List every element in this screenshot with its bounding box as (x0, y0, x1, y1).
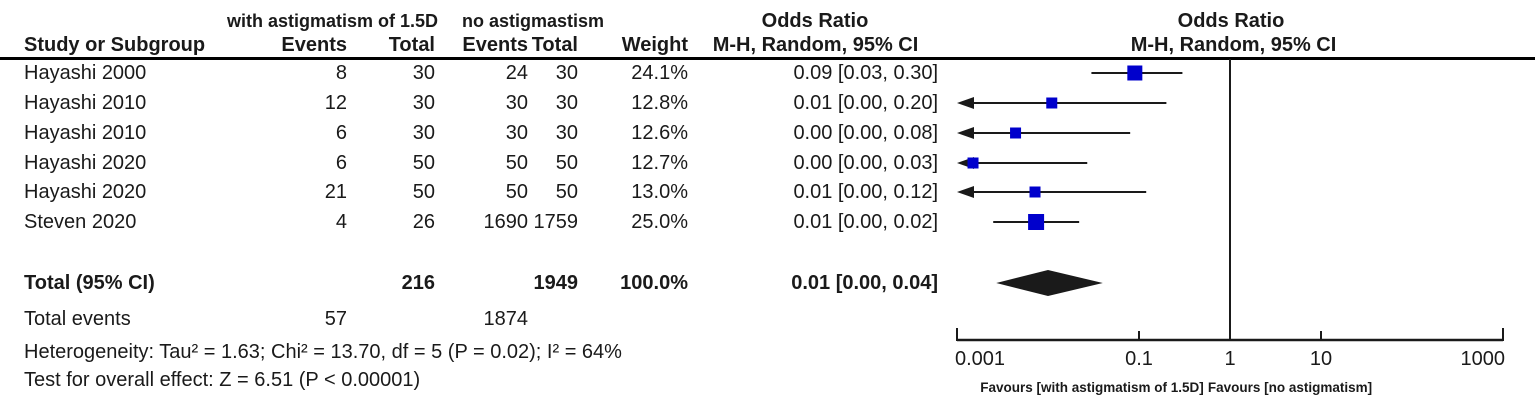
left-arrow-icon (957, 127, 974, 139)
ci-cell: 0.00 [0.00, 0.08] (793, 122, 938, 144)
favours-right-label: Favours [no astigmatism] (1207, 380, 1373, 395)
events1-cell: 6 (335, 122, 347, 144)
total-diamond (996, 270, 1103, 296)
total1-cell: 26 (412, 211, 435, 233)
col-header-ci-text: M-H, Random, 95% CI (712, 34, 919, 56)
left-arrow-icon (957, 97, 974, 109)
col-header-total1: Total (388, 34, 435, 56)
events2-cell: 24 (505, 62, 528, 84)
study-marker (967, 157, 979, 169)
col-header-total2: Total (531, 34, 578, 56)
study-name: Hayashi 2010 (24, 92, 147, 114)
events1-cell: 21 (324, 181, 347, 203)
x-axis-tick-label: 1 (1224, 348, 1236, 370)
left-arrow-icon (957, 186, 974, 198)
total-events1: 57 (324, 308, 347, 330)
total2-cell: 50 (555, 152, 578, 174)
total2-cell: 50 (555, 181, 578, 203)
study-name: Hayashi 2010 (24, 122, 147, 144)
events1-cell: 8 (335, 62, 347, 84)
heterogeneity-stat: Heterogeneity: Tau² = 1.63; Chi² = 13.70… (24, 341, 622, 363)
ci-cell: 0.09 [0.03, 0.30] (793, 62, 938, 84)
col-header-events1: Events (281, 34, 347, 56)
study-marker (1046, 97, 1058, 109)
total2-cell: 30 (555, 122, 578, 144)
study-marker (1010, 127, 1022, 139)
events2-cell: 1690 (483, 211, 529, 233)
total-events2: 1874 (483, 308, 529, 330)
total2-cell: 30 (555, 62, 578, 84)
events1-cell: 6 (335, 152, 347, 174)
events2-cell: 30 (505, 92, 528, 114)
total1-cell: 30 (412, 122, 435, 144)
study-marker (1029, 186, 1041, 198)
overall-effect-stat: Test for overall effect: Z = 6.51 (P < 0… (24, 369, 421, 391)
group-header-control: no astigmastism (462, 11, 605, 31)
x-axis-tick-label: 0.001 (955, 348, 1006, 370)
weight-cell: 24.1% (631, 62, 688, 84)
study-marker (1028, 214, 1045, 230)
weight-cell: 12.8% (631, 92, 688, 114)
ci-cell: 0.00 [0.00, 0.03] (793, 152, 938, 174)
study-name: Steven 2020 (24, 211, 137, 233)
total1-cell: 30 (412, 62, 435, 84)
total-events-label: Total events (24, 308, 131, 330)
total2-cell: 30 (555, 92, 578, 114)
total1-cell: 30 (412, 92, 435, 114)
events2-cell: 50 (505, 181, 528, 203)
study-name: Hayashi 2020 (24, 152, 147, 174)
total1-cell: 50 (412, 152, 435, 174)
events2-cell: 50 (505, 152, 528, 174)
weight-cell: 25.0% (631, 211, 688, 233)
total1-cell: 50 (412, 181, 435, 203)
x-axis-tick-label: 1000 (1460, 348, 1506, 370)
total1-sum: 216 (401, 272, 435, 294)
col-header-study: Study or Subgroup (24, 34, 206, 56)
weight-sum: 100.0% (620, 272, 688, 294)
odds-ratio-title-right: Odds Ratio (1177, 10, 1285, 32)
header-divider-line (0, 57, 1535, 60)
events1-cell: 12 (324, 92, 347, 114)
favours-left-label: Favours [with astigmatism of 1.5D] (980, 380, 1204, 395)
col-header-events2: Events (462, 34, 528, 56)
events1-cell: 4 (335, 211, 347, 233)
ci-cell: 0.01 [0.00, 0.12] (793, 181, 938, 203)
events2-cell: 30 (505, 122, 528, 144)
col-header-weight: Weight (621, 34, 688, 56)
weight-cell: 13.0% (631, 181, 688, 203)
total2-cell: 1759 (533, 211, 579, 233)
ci-cell: 0.01 [0.00, 0.20] (793, 92, 938, 114)
x-axis-tick-label: 10 (1309, 348, 1333, 370)
ci-cell: 0.01 [0.00, 0.02] (793, 211, 938, 233)
x-axis-tick-label: 0.1 (1125, 348, 1153, 370)
group-header-treatment: with astigmatism of 1.5D (226, 11, 439, 31)
weight-cell: 12.7% (631, 152, 688, 174)
odds-ratio-title-left: Odds Ratio (761, 10, 869, 32)
total-ci: 0.01 [0.00, 0.04] (791, 272, 938, 294)
weight-cell: 12.6% (631, 122, 688, 144)
total-label: Total (95% CI) (24, 272, 155, 294)
study-name: Hayashi 2000 (24, 62, 147, 84)
total2-sum: 1949 (533, 272, 579, 294)
col-header-ci-plot: M-H, Random, 95% CI (1130, 34, 1337, 56)
study-name: Hayashi 2020 (24, 181, 147, 203)
study-marker (1127, 65, 1143, 81)
